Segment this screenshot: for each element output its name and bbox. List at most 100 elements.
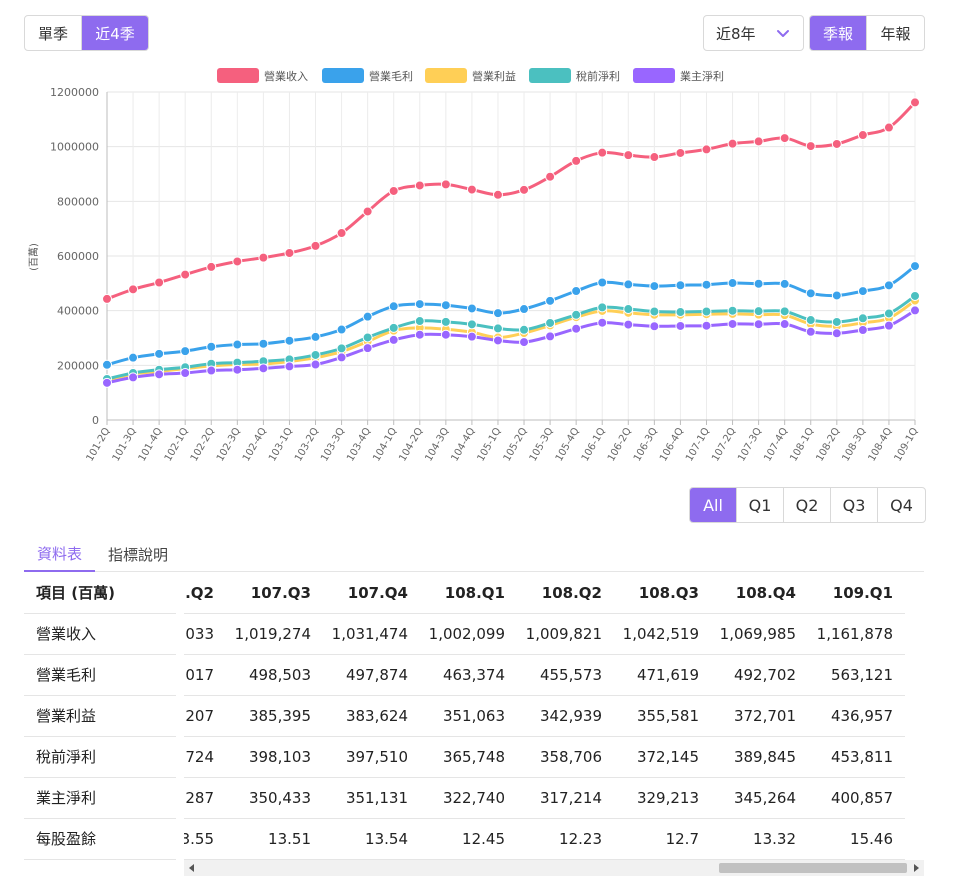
x-tick-label: 104-1Q (371, 426, 399, 464)
content-tabs: 資料表 指標說明 (24, 536, 924, 572)
data-point (466, 184, 477, 195)
scrollbar-thumb[interactable] (719, 863, 907, 873)
data-point (727, 138, 738, 149)
y-tick-label: 600000 (57, 250, 99, 263)
x-tick-label: 104-2Q (397, 426, 425, 464)
quarter-filter-q4[interactable]: Q4 (890, 495, 913, 515)
period-single-quarter-button[interactable]: 單季 (25, 16, 82, 50)
data-point (440, 300, 451, 311)
data-point (310, 359, 321, 370)
table-cell: 365,748 (442, 748, 505, 766)
data-point (284, 335, 295, 346)
data-point (675, 147, 686, 158)
data-point (883, 320, 894, 331)
x-tick-label: 104-3Q (423, 426, 451, 464)
table-scroll-area[interactable]: 107.Q2 107.Q3 107.Q4 108.Q1 108.Q2 108.Q3 108.… (184, 573, 924, 860)
quarter-filter-all[interactable]: All (690, 488, 737, 522)
chart-series (102, 97, 920, 388)
horizontal-scrollbar[interactable] (184, 860, 924, 876)
data-point (519, 304, 530, 315)
x-tick-label: 105-4Q (554, 426, 582, 464)
data-point (857, 325, 868, 336)
table-cell: 350,433 (248, 789, 311, 807)
data-point (701, 320, 712, 331)
table-cell: 351,063 (442, 707, 505, 725)
data-point (597, 302, 608, 313)
data-point (414, 316, 425, 327)
data-point (727, 305, 738, 316)
data-point (336, 352, 347, 363)
x-tick-label: 102-1Q (163, 426, 191, 464)
data-point (440, 179, 451, 190)
data-point (831, 138, 842, 149)
data-point (571, 309, 582, 320)
table-row: 399,724 398,103 397,510 365,748 358,706 372,1… (184, 737, 905, 778)
data-point (675, 307, 686, 318)
data-point (545, 331, 556, 342)
x-tick-label: 108-3Q (840, 426, 868, 464)
row-label-revenue: 營業收入 (24, 614, 176, 655)
row-label-eps: 每股盈餘 (24, 819, 176, 860)
data-point (284, 361, 295, 372)
table-cell: 329,213 (636, 789, 699, 807)
quarter-filter-q2[interactable]: Q2 (784, 488, 831, 522)
x-tick-label: 105-2Q (502, 426, 530, 464)
tab-indicator-notes[interactable]: 指標說明 (108, 545, 169, 564)
y-axis-label: (百萬) (27, 243, 40, 271)
quarterly-report-button[interactable]: 季報 (810, 16, 867, 50)
table-cell: 501,017 (184, 666, 214, 684)
table-cell: 358,706 (539, 748, 602, 766)
x-tick-label: 108-4Q (867, 426, 895, 464)
table-cell: 15.46 (850, 830, 893, 848)
period-trailing-4q-button[interactable]: 近4季 (82, 16, 148, 50)
x-tick-label: 103-1Q (267, 426, 295, 464)
report-toggle: 季報 年報 (809, 15, 925, 51)
scroll-right-icon[interactable] (914, 864, 919, 872)
legend-swatch (322, 68, 364, 83)
table-cell: 342,939 (539, 707, 602, 725)
data-point (805, 315, 816, 326)
data-point (805, 288, 816, 299)
data-point (102, 293, 112, 304)
data-table: 107.Q2 107.Q3 107.Q4 108.Q1 108.Q2 108.Q3 108.… (184, 573, 905, 860)
x-tick-label: 106-3Q (632, 426, 660, 464)
data-point (805, 141, 816, 152)
data-point (623, 319, 634, 330)
data-point (128, 352, 139, 363)
range-select[interactable]: 近8年 (703, 15, 804, 51)
x-tick-label: 101-4Q (137, 426, 165, 464)
x-tick-label: 106-4Q (658, 426, 686, 464)
data-point (753, 306, 764, 317)
data-point (362, 206, 373, 217)
table-header-row: 107.Q2 107.Q3 107.Q4 108.Q1 108.Q2 108.Q3 108.… (184, 573, 905, 614)
data-point (154, 277, 165, 288)
data-point (336, 343, 347, 354)
data-point (388, 185, 399, 196)
data-point (910, 305, 920, 316)
table-cell: 12.7 (665, 830, 699, 848)
quarter-filter-q3[interactable]: Q3 (831, 488, 878, 522)
data-point (857, 313, 868, 324)
quarter-filter-q1[interactable]: Q1 (737, 488, 784, 522)
table-row-labels: 項目 (百萬) 營業收入 營業毛利 營業利益 稅前淨利 業主淨利 每股盈餘 (24, 573, 176, 860)
data-point (753, 319, 764, 330)
table-cell: 13.32 (753, 830, 796, 848)
legend-swatch (425, 68, 467, 83)
data-point (466, 303, 477, 314)
scroll-left-icon[interactable] (189, 864, 194, 872)
x-axis: 101-2Q101-3Q101-4Q102-1Q102-2Q102-3Q102-… (85, 420, 921, 463)
table-cell: 389,845 (733, 748, 796, 766)
x-tick-label: 106-1Q (580, 426, 608, 464)
data-point (753, 136, 764, 147)
tab-data-table[interactable]: 資料表 (24, 536, 96, 572)
data-point (362, 311, 373, 322)
data-point (466, 331, 477, 342)
y-tick-label: 400000 (57, 305, 99, 318)
table-cell: 398,103 (248, 748, 311, 766)
data-point (180, 346, 191, 357)
data-point (154, 369, 165, 380)
annual-report-button[interactable]: 年報 (880, 24, 911, 43)
x-tick-label: 102-4Q (241, 426, 269, 464)
data-point (258, 252, 269, 263)
period-toggle: 單季 近4季 (24, 15, 149, 51)
